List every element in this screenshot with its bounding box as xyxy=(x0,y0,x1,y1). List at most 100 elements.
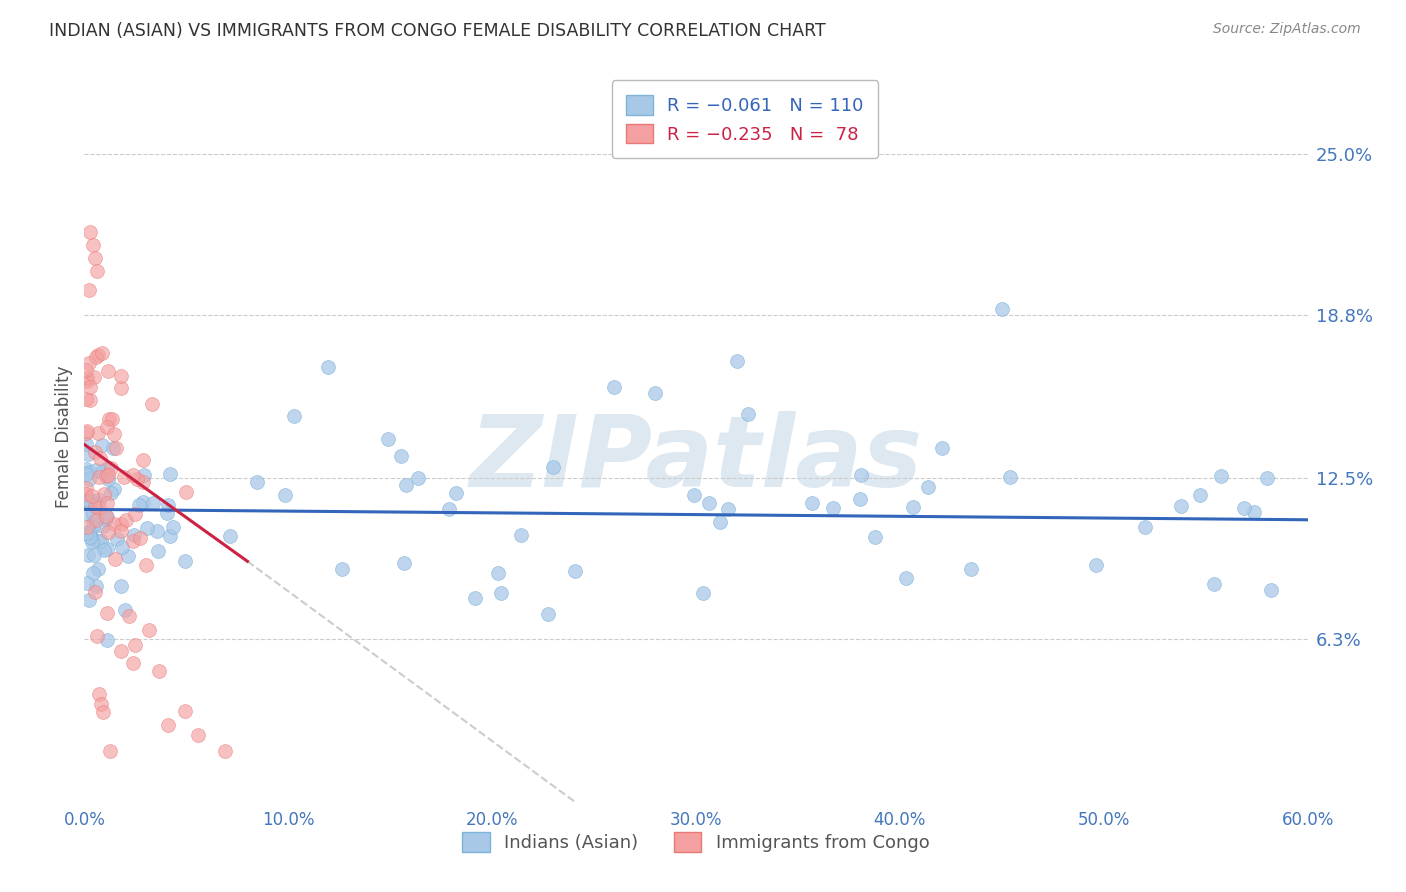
Point xyxy=(90,533,112,548)
Point xyxy=(83,251,105,265)
Point xyxy=(118,609,141,624)
Point xyxy=(96,419,118,434)
Point xyxy=(80,489,103,503)
Point xyxy=(91,705,114,719)
Point xyxy=(146,524,169,538)
Point xyxy=(90,697,112,711)
Point xyxy=(174,554,197,568)
Point xyxy=(1202,576,1225,591)
Point xyxy=(83,499,105,513)
Point xyxy=(486,566,509,581)
Point xyxy=(96,512,118,526)
Point xyxy=(131,452,153,467)
Point xyxy=(1084,558,1107,573)
Point xyxy=(110,578,132,592)
Point xyxy=(84,584,107,599)
Point xyxy=(79,493,101,508)
Text: INDIAN (ASIAN) VS IMMIGRANTS FROM CONGO FEMALE DISABILITY CORRELATION CHART: INDIAN (ASIAN) VS IMMIGRANTS FROM CONGO … xyxy=(49,22,825,40)
Point xyxy=(76,548,98,562)
Point xyxy=(863,531,886,545)
Point xyxy=(692,586,714,600)
Point xyxy=(87,348,110,362)
Point xyxy=(97,524,120,539)
Point xyxy=(389,449,412,463)
Point xyxy=(537,607,560,622)
Point xyxy=(75,481,97,495)
Point xyxy=(274,488,297,502)
Point xyxy=(111,541,134,555)
Point xyxy=(76,371,98,385)
Point xyxy=(103,427,125,442)
Point xyxy=(148,665,170,679)
Point xyxy=(96,467,118,482)
Point xyxy=(96,510,118,524)
Point xyxy=(800,496,823,510)
Point xyxy=(991,302,1014,317)
Point xyxy=(156,506,179,520)
Point xyxy=(406,471,429,485)
Point xyxy=(737,407,759,421)
Point xyxy=(1260,583,1282,598)
Point xyxy=(146,544,169,558)
Point xyxy=(76,424,98,438)
Point xyxy=(101,441,124,455)
Point xyxy=(75,506,97,520)
Point xyxy=(159,528,181,542)
Point xyxy=(84,463,107,477)
Point xyxy=(87,470,110,484)
Point xyxy=(75,437,97,451)
Point xyxy=(76,576,98,591)
Point xyxy=(79,225,101,239)
Point xyxy=(87,687,110,701)
Point xyxy=(122,528,145,542)
Point xyxy=(100,411,122,425)
Y-axis label: Female Disability: Female Disability xyxy=(55,366,73,508)
Point xyxy=(79,465,101,479)
Point xyxy=(110,524,132,538)
Point xyxy=(76,374,98,388)
Point xyxy=(91,519,114,533)
Point xyxy=(931,441,953,455)
Point xyxy=(114,603,136,617)
Point xyxy=(77,447,100,461)
Point xyxy=(84,513,107,527)
Point xyxy=(114,512,136,526)
Point xyxy=(93,543,115,558)
Point xyxy=(510,528,533,542)
Point xyxy=(89,501,111,516)
Point xyxy=(1256,471,1278,485)
Point xyxy=(134,468,156,483)
Point xyxy=(77,494,100,508)
Point xyxy=(96,541,118,556)
Point xyxy=(84,445,107,459)
Point xyxy=(122,533,145,548)
Point xyxy=(437,502,460,516)
Point xyxy=(316,359,339,374)
Point xyxy=(89,493,111,508)
Point xyxy=(1188,488,1211,502)
Point xyxy=(162,520,184,534)
Point xyxy=(142,496,165,510)
Point xyxy=(377,433,399,447)
Point xyxy=(395,478,418,492)
Point xyxy=(851,468,873,483)
Point xyxy=(127,472,149,486)
Point xyxy=(564,565,586,579)
Point xyxy=(1170,499,1192,513)
Point xyxy=(96,606,118,620)
Point xyxy=(219,529,242,543)
Point xyxy=(717,502,740,516)
Point xyxy=(917,480,939,494)
Point xyxy=(392,556,415,570)
Point xyxy=(79,393,101,408)
Point xyxy=(75,467,97,482)
Point xyxy=(444,485,467,500)
Point xyxy=(94,508,117,523)
Point xyxy=(83,548,105,562)
Point xyxy=(110,517,132,532)
Point xyxy=(79,530,101,544)
Point xyxy=(128,531,150,545)
Text: ZIPatlas: ZIPatlas xyxy=(470,410,922,508)
Point xyxy=(110,644,132,658)
Point xyxy=(79,524,101,539)
